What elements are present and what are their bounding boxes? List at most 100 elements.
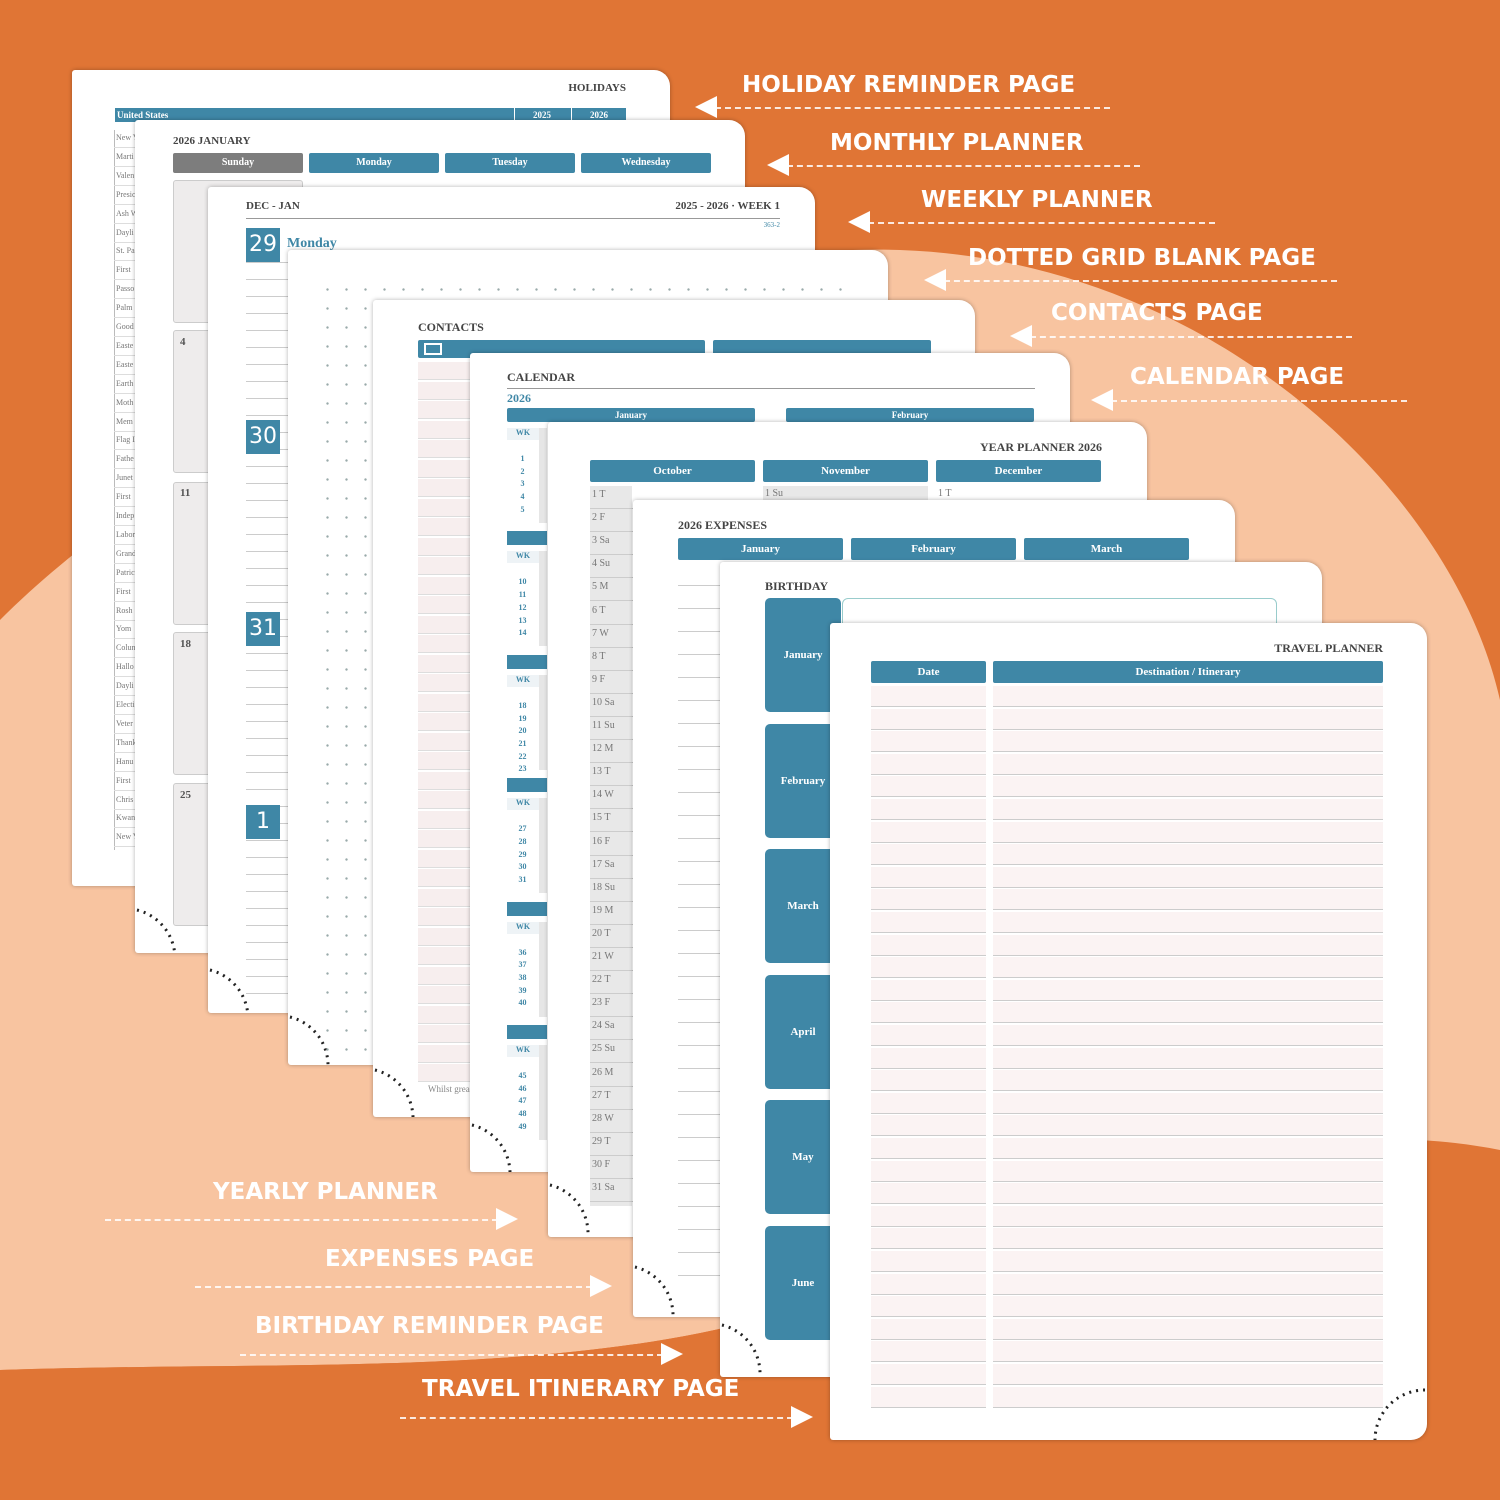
row-line	[246, 602, 306, 603]
dashed-line	[400, 1417, 793, 1419]
row	[871, 1205, 986, 1227]
month-header: January	[678, 538, 843, 560]
holiday-name: Junet	[116, 473, 133, 483]
week-number: 12	[518, 602, 527, 612]
row	[993, 1341, 1383, 1363]
year: 2025	[514, 108, 569, 122]
day: 19 M	[592, 904, 614, 916]
dotted-arc	[549, 1183, 590, 1236]
month-header: December	[936, 460, 1101, 482]
row	[993, 1070, 1383, 1092]
row-line	[246, 976, 306, 977]
dashed-line	[868, 222, 1215, 224]
row	[871, 912, 986, 933]
row-line	[114, 298, 138, 300]
holiday-name: Thank	[116, 737, 136, 747]
holiday-name: Hallo	[116, 662, 134, 672]
row	[993, 686, 1383, 707]
holiday-name: Easte	[116, 359, 134, 369]
wk-label: WK	[507, 798, 539, 811]
day: 31 Sa	[592, 1182, 615, 1193]
travel-page: TRAVEL PLANNER Date Destination / Itinerar…	[830, 623, 1427, 1440]
row-line	[246, 721, 306, 722]
page-title: YEAR PLANNER 2026	[979, 440, 1102, 454]
week-number: 48	[518, 1109, 527, 1119]
day: 10 Sa	[592, 696, 615, 708]
date: 25	[180, 789, 191, 801]
row	[993, 1183, 1383, 1205]
row-line	[114, 241, 138, 243]
row	[871, 1318, 986, 1340]
month-block: May	[765, 1100, 841, 1214]
day: 25 Su	[592, 1043, 616, 1055]
day: 20 T	[592, 927, 611, 939]
week-number: 5	[520, 504, 525, 514]
row	[871, 934, 986, 956]
holiday-name: Chris	[116, 794, 134, 804]
day: 17 Sa	[592, 858, 615, 870]
week-bar	[507, 1025, 547, 1039]
row-line	[114, 392, 138, 394]
day-header: Monday	[309, 153, 439, 173]
week-number: 38	[518, 973, 527, 982]
row	[871, 1002, 986, 1024]
row-line	[246, 789, 306, 790]
row-line	[246, 585, 306, 586]
row	[871, 686, 986, 707]
day: 3 Sa	[592, 535, 610, 547]
dotted-arc	[721, 1323, 762, 1376]
row-line	[114, 543, 138, 545]
label: DOTTED GRID BLANK PAGE	[968, 245, 1316, 271]
arrow	[1010, 325, 1032, 347]
arrow	[661, 1343, 683, 1365]
week-number: 14	[518, 628, 527, 638]
label: MONTHLY PLANNER	[830, 130, 1084, 156]
row	[993, 1025, 1383, 1046]
row-line	[114, 751, 138, 753]
arrow	[695, 96, 717, 118]
row	[993, 799, 1383, 820]
date: 11	[180, 487, 191, 499]
holiday-name: New Y	[116, 133, 136, 142]
dotted-arc	[209, 968, 250, 1013]
week-number: 11	[518, 590, 527, 600]
row	[993, 776, 1383, 798]
row	[871, 957, 986, 979]
week-strip	[539, 921, 547, 1017]
day: 1 Su	[765, 488, 784, 499]
arrow	[767, 154, 789, 176]
row	[993, 912, 1383, 933]
week-number: 37	[518, 960, 527, 970]
dashed-line	[715, 107, 1110, 109]
row	[871, 799, 986, 820]
week-number: 36	[518, 947, 527, 957]
row	[993, 979, 1383, 1001]
row-line	[114, 525, 138, 526]
row-line	[114, 317, 138, 319]
row-line	[114, 506, 138, 508]
row-line	[246, 874, 306, 875]
holiday-name: Kwan	[116, 813, 136, 823]
holiday-name: Hanu	[116, 756, 134, 766]
day: 27 T	[592, 1089, 611, 1101]
row-line	[114, 165, 138, 167]
wk-label: WK	[507, 921, 539, 934]
week-bar	[507, 778, 547, 793]
week-number: 29	[518, 849, 527, 859]
year: 2026	[507, 391, 531, 405]
row-line	[246, 993, 306, 994]
week-number: 13	[518, 615, 527, 625]
month-header: January	[507, 408, 755, 422]
row-line	[246, 568, 306, 569]
row	[871, 1183, 986, 1205]
row-line	[114, 279, 138, 281]
row	[993, 1002, 1383, 1024]
row	[993, 889, 1383, 911]
row	[871, 1047, 986, 1069]
wk-label: WK	[507, 428, 539, 440]
week-number: 19	[518, 713, 527, 723]
day-header: Sunday	[173, 153, 303, 173]
row-line	[246, 279, 306, 280]
month-block: June	[765, 1225, 841, 1340]
dashed-line	[1111, 400, 1407, 402]
